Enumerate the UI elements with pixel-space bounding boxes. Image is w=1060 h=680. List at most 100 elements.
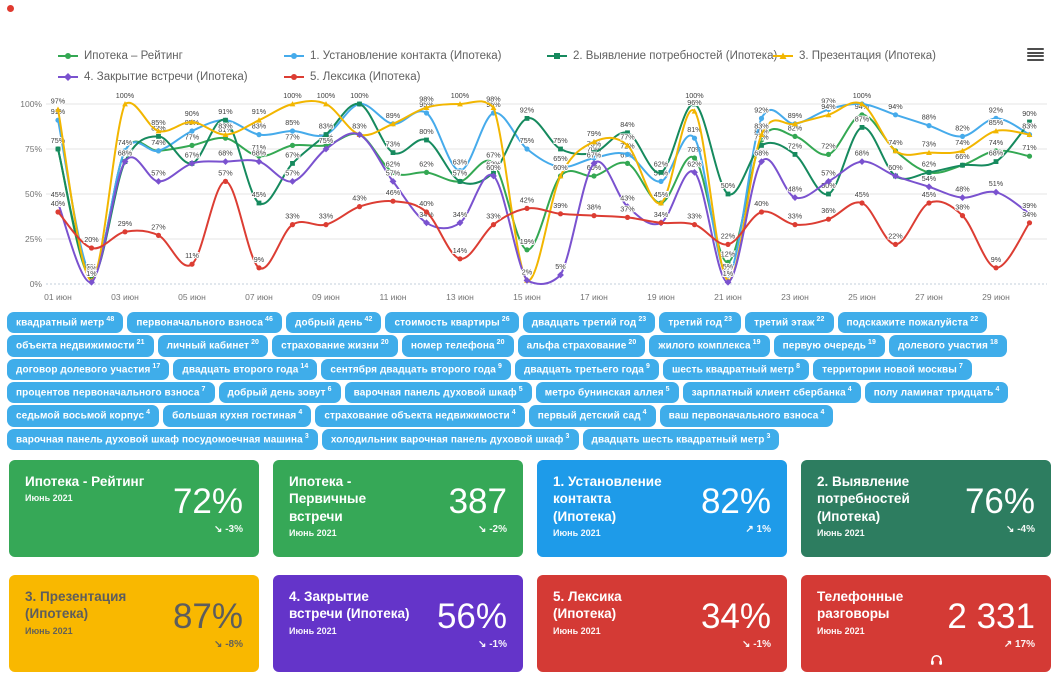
kpi-card-4[interactable]: 3. Презентация (Ипотека) Июнь 2021 87% ↘ -8… (9, 574, 259, 672)
keyword-chip[interactable]: двадцать третий год 23 (522, 312, 656, 334)
svg-text:17 июн: 17 июн (580, 292, 608, 302)
svg-text:80%: 80% (754, 127, 769, 136)
keyword-chip[interactable]: метро бунинская аллея 5 (535, 381, 679, 404)
keyword-chip[interactable]: страхование объекта недвижимости 4 (315, 405, 525, 427)
chip-count-badge: 20 (251, 339, 260, 347)
kpi-card-1[interactable]: Ипотека - Первичные встречи Июнь 2021 387 ↘… (273, 459, 523, 557)
svg-text:38%: 38% (955, 203, 970, 212)
keyword-chip[interactable]: холодильник варочная панель духовой шкаф… (321, 428, 579, 450)
svg-text:89%: 89% (788, 111, 803, 120)
kpi-card-7[interactable]: Телефонные разговоры Июнь 2021 2 331 ↗ 17% (801, 574, 1051, 672)
keyword-chip[interactable]: квадратный метр 48 (7, 312, 124, 334)
svg-text:27%: 27% (151, 222, 166, 231)
keyword-chip[interactable]: седьмой восьмой корпус 4 (7, 405, 160, 427)
keyword-chip[interactable]: процентов первоначального взноса 7 (7, 381, 215, 404)
legend-item-series-0[interactable]: Ипотека – Рейтинг (58, 50, 284, 62)
keyword-chip[interactable]: территории новой москвы 7 (813, 358, 972, 380)
kpi-card-6[interactable]: 5. Лексика (Ипотека) Июнь 2021 34% ↘ -1% (537, 574, 787, 672)
chip-label: третий год (668, 317, 723, 329)
kpi-card-5[interactable]: 4. Закрытие встречи (Ипотека) Июнь 2021 56… (273, 574, 523, 672)
keyword-chip[interactable]: третий этаж 22 (745, 312, 834, 334)
kpi-card-title: 5. Лексика (Ипотека) (553, 588, 622, 622)
keyword-chip[interactable]: варочная панель духовой шкаф 5 (344, 381, 532, 404)
keyword-chip[interactable]: варочная панель духовой шкаф посудомоечн… (7, 428, 318, 450)
hamburger-menu-icon[interactable] (1027, 48, 1044, 61)
keyword-chip[interactable]: стоимость квартиры 26 (385, 312, 519, 334)
legend-item-series-2[interactable]: 2. Выявление потребностей (Ипотека) (547, 50, 777, 62)
chart-legend: Ипотека – Рейтинг 1. Установление контакт… (0, 50, 1060, 83)
chip-label: первый детский сад (537, 410, 641, 422)
svg-text:2%: 2% (723, 267, 734, 276)
legend-item-series-3[interactable]: 3. Презентация (Ипотека) (773, 50, 1060, 62)
keyword-chip[interactable]: объекта недвижимости 21 (7, 335, 154, 357)
svg-text:79%: 79% (587, 129, 602, 138)
chip-label: первую очередь (782, 340, 866, 352)
svg-text:2%: 2% (86, 267, 97, 276)
svg-text:22%: 22% (888, 231, 903, 240)
svg-text:73%: 73% (386, 140, 401, 149)
keyword-chip[interactable]: страхование жизни 20 (272, 335, 398, 357)
chip-label: первоначального взноса (136, 317, 264, 329)
kpi-card-0[interactable]: Ипотека - Рейтинг Июнь 2021 72% ↘ -3% (9, 459, 259, 557)
keyword-chip[interactable]: двадцать шесть квадратный метр 3 (582, 428, 780, 450)
kpi-card-3[interactable]: 2. Выявление потребностей (Ипотека) Июнь … (801, 459, 1051, 557)
svg-text:67%: 67% (185, 150, 200, 159)
keyword-chip[interactable]: зарплатный клиент сбербанка 4 (682, 381, 861, 404)
keyword-chip[interactable]: ваш первоначального взноса 4 (659, 405, 834, 427)
svg-text:62%: 62% (922, 159, 937, 168)
keyword-chip[interactable]: полу ламинат тридцать 4 (864, 381, 1009, 404)
legend-item-series-5[interactable]: 5. Лексика (Ипотека) (284, 71, 547, 83)
chip-count-badge: 48 (106, 316, 115, 323)
chip-count-badge: 8 (796, 362, 801, 370)
keyword-chip[interactable]: двадцать третьего года 9 (514, 358, 659, 380)
svg-text:85%: 85% (989, 118, 1004, 127)
svg-text:25%: 25% (25, 234, 42, 244)
chip-label: двадцать третий год (531, 317, 637, 329)
keyword-chip[interactable]: личный кабинет 20 (157, 335, 269, 357)
svg-text:68%: 68% (855, 149, 870, 158)
keyword-chip[interactable]: жилого комплекса 19 (649, 335, 770, 357)
keyword-chip[interactable]: номер телефона 20 (401, 335, 514, 357)
keyword-chip[interactable]: договор долевого участия 17 (7, 358, 170, 380)
svg-text:100%: 100% (317, 91, 336, 100)
svg-text:90%: 90% (185, 109, 200, 118)
svg-text:5%: 5% (555, 262, 566, 271)
keyword-chip[interactable]: альфа страхование 20 (517, 335, 646, 357)
keyword-chip[interactable]: большая кухня гостиная 4 (163, 405, 312, 427)
kpi-card-delta: ↘ -1% (742, 638, 771, 650)
svg-text:94%: 94% (821, 102, 836, 111)
svg-text:9%: 9% (991, 255, 1002, 264)
chip-label: третий этаж (754, 317, 815, 329)
chip-label: альфа страхование (526, 340, 627, 352)
keyword-chip[interactable]: первый детский сад 4 (528, 405, 656, 427)
kpi-card-period: Июнь 2021 (289, 527, 337, 538)
kpi-card-delta: ↗ 17% (1003, 638, 1035, 650)
legend-item-series-4[interactable]: 4. Закрытие встречи (Ипотека) (58, 71, 284, 83)
chip-count-badge: 22 (816, 316, 825, 323)
legend-item-series-1[interactable]: 1. Установление контакта (Ипотека) (284, 50, 547, 62)
svg-text:34%: 34% (654, 210, 669, 219)
svg-text:45%: 45% (654, 190, 669, 199)
keyword-chip[interactable]: добрый день зовут 6 (218, 381, 341, 404)
keyword-chip[interactable]: первоначального взноса 46 (127, 312, 283, 334)
svg-text:74%: 74% (151, 138, 166, 147)
svg-text:70%: 70% (587, 145, 602, 154)
chip-count-badge: 5 (665, 385, 670, 393)
kpi-card-title: 2. Выявление потребностей (Ипотека) (817, 473, 910, 524)
kpi-card-value: 72% (172, 481, 243, 521)
keyword-chip[interactable]: первую очередь 19 (773, 335, 885, 357)
keyword-chip[interactable]: подскажите пожалуйста 22 (837, 312, 988, 334)
svg-text:95%: 95% (419, 100, 434, 109)
svg-text:75%: 75% (520, 136, 535, 145)
keyword-chip[interactable]: долевого участия 18 (888, 335, 1007, 357)
keyword-chip[interactable]: шесть квадратный метр 8 (662, 358, 810, 380)
svg-text:4%: 4% (86, 264, 97, 273)
kpi-card-delta: ↗ 1% (745, 523, 771, 535)
kpi-card-2[interactable]: 1. Установление контакта (Ипотека) Июнь 2… (537, 459, 787, 557)
keyword-chip[interactable]: третий год 23 (659, 312, 742, 334)
keyword-chip[interactable]: сентября двадцать второго года 9 (321, 358, 511, 380)
keyword-chip[interactable]: добрый день 42 (286, 312, 382, 334)
chip-count-badge: 7 (958, 362, 963, 370)
svg-text:29 июн: 29 июн (982, 292, 1010, 302)
keyword-chip[interactable]: двадцать второго года 14 (173, 358, 318, 380)
